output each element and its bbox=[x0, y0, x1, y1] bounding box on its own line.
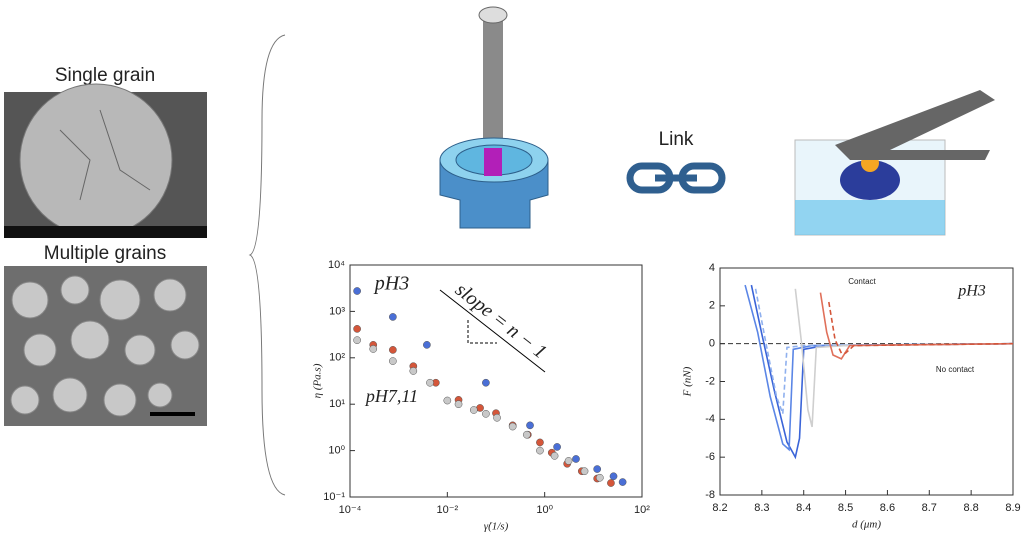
point bbox=[443, 396, 452, 405]
afm-illustration bbox=[794, 90, 995, 236]
annotation: No contact bbox=[936, 365, 975, 374]
panel-label: Multiple grains bbox=[44, 243, 167, 264]
point bbox=[482, 378, 490, 387]
point bbox=[536, 446, 544, 455]
point bbox=[526, 421, 534, 430]
y-axis-label: F (nN) bbox=[682, 366, 694, 397]
y-tick-label: 10⁴ bbox=[328, 259, 345, 271]
x-tick-label: 10⁻² bbox=[436, 504, 458, 516]
point bbox=[469, 406, 478, 414]
point bbox=[618, 478, 627, 486]
point bbox=[389, 357, 397, 365]
scale-bar bbox=[150, 412, 195, 416]
point bbox=[580, 467, 589, 476]
annotation: pH7,11 bbox=[364, 386, 418, 406]
point bbox=[564, 457, 573, 465]
y-tick-label: 0 bbox=[709, 338, 715, 350]
y-tick-label: 10⁰ bbox=[328, 445, 345, 457]
y-tick-label: -2 bbox=[705, 375, 715, 387]
grains bbox=[10, 275, 200, 417]
x-tick-label: 8.6 bbox=[880, 502, 895, 514]
point bbox=[508, 422, 517, 431]
y-tick-label: -6 bbox=[705, 451, 715, 463]
point bbox=[353, 287, 361, 295]
y-tick-label: 10³ bbox=[329, 305, 345, 317]
slope-triangle bbox=[439, 289, 546, 373]
y-tick-label: 4 bbox=[709, 262, 715, 274]
point bbox=[409, 367, 418, 375]
point bbox=[482, 409, 490, 418]
x-tick-label: 8.5 bbox=[838, 502, 853, 514]
point bbox=[595, 473, 604, 482]
link-icon bbox=[626, 162, 726, 194]
point bbox=[353, 336, 361, 345]
point bbox=[389, 313, 397, 321]
brace bbox=[248, 34, 286, 496]
x-tick-label: 8.3 bbox=[754, 502, 769, 514]
curve bbox=[794, 288, 1014, 428]
y-tick-label: -4 bbox=[705, 413, 715, 425]
point bbox=[423, 341, 431, 349]
x-tick-label: 10⁰ bbox=[536, 504, 553, 516]
rheometer bbox=[439, 6, 549, 229]
plot-frame bbox=[349, 264, 643, 498]
curve bbox=[819, 292, 1014, 360]
point bbox=[607, 479, 615, 487]
point bbox=[522, 430, 531, 439]
point bbox=[493, 413, 501, 422]
x-tick-label: 8.2 bbox=[712, 502, 727, 514]
point bbox=[353, 325, 361, 333]
x-tick-label: 8.4 bbox=[796, 502, 811, 514]
x-axis-label: d (μm) bbox=[852, 519, 881, 531]
x-tick-label: 8.8 bbox=[963, 502, 978, 514]
annotation: pH3 bbox=[373, 273, 409, 295]
y-tick-label: 10¹ bbox=[329, 398, 345, 410]
x-axis-label: γ̇(1/s) bbox=[484, 521, 509, 533]
y-axis-label: η (Pa.s) bbox=[312, 363, 324, 398]
point bbox=[389, 346, 397, 354]
grain bbox=[19, 83, 173, 237]
curve bbox=[754, 288, 1014, 414]
x-tick-label: 8.9 bbox=[1005, 502, 1020, 514]
annotation: Contact bbox=[848, 277, 876, 286]
point bbox=[536, 438, 544, 447]
x-tick-label: 8.7 bbox=[922, 502, 937, 514]
annotation: pH3 bbox=[957, 283, 986, 300]
y-tick-label: 2 bbox=[709, 300, 715, 312]
y-tick-label: 10⁻¹ bbox=[323, 491, 345, 503]
y-tick-label: -8 bbox=[705, 489, 715, 501]
point bbox=[369, 345, 378, 353]
crack bbox=[59, 109, 151, 201]
point bbox=[426, 378, 434, 387]
x-tick-label: 10² bbox=[634, 504, 650, 516]
point bbox=[593, 465, 602, 473]
x-tick-label: 10⁻⁴ bbox=[339, 504, 362, 516]
panel-label: Single grain bbox=[55, 65, 155, 86]
sem-footer bbox=[4, 226, 207, 238]
link-label: Link bbox=[659, 129, 694, 150]
point bbox=[572, 455, 580, 463]
point bbox=[553, 443, 561, 451]
annotation: slope = n − 1 bbox=[451, 279, 551, 364]
plot-frame bbox=[719, 267, 1014, 496]
point bbox=[609, 472, 618, 481]
point bbox=[454, 400, 463, 409]
point bbox=[550, 452, 559, 460]
y-tick-label: 10² bbox=[329, 352, 345, 364]
